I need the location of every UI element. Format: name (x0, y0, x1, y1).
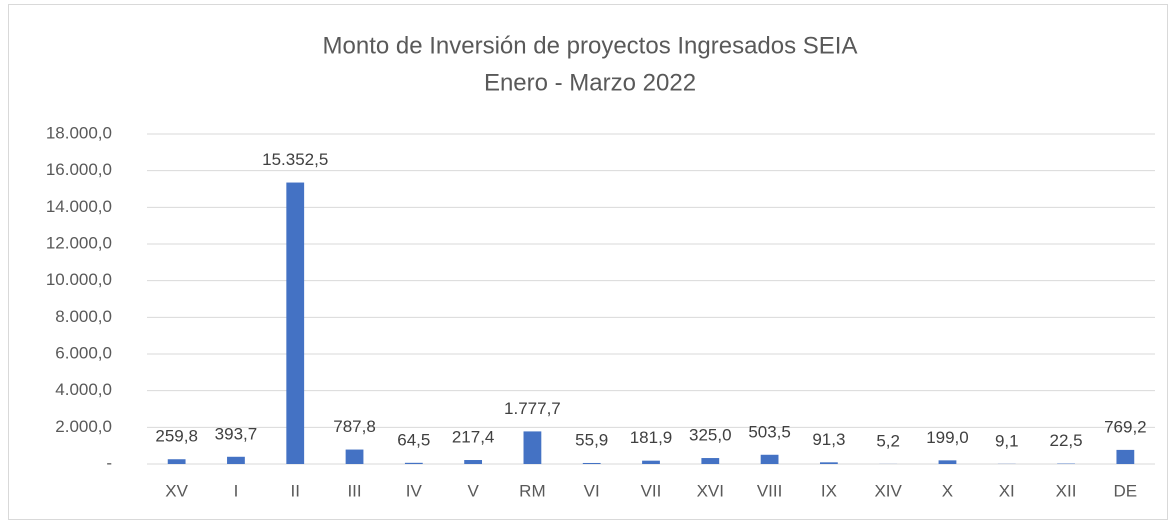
x-tick-label: IX (821, 481, 837, 500)
bar (819, 462, 838, 464)
value-label: 787,8 (333, 417, 376, 436)
bar (167, 459, 186, 464)
bar (404, 462, 423, 464)
bar (1116, 449, 1135, 464)
value-label: 393,7 (215, 424, 258, 443)
bar (760, 454, 779, 464)
chart-title: Monto de Inversión de proyectos Ingresad… (323, 32, 858, 59)
x-tick-label: IV (406, 481, 423, 500)
y-tick-label: 16.000,0 (46, 160, 112, 179)
x-tick-label: XIV (874, 481, 902, 500)
x-tick-label: RM (519, 481, 545, 500)
x-tick-label: I (234, 481, 239, 500)
chart-subtitle: Enero - Marzo 2022 (484, 69, 696, 96)
x-tick-label: VIII (757, 481, 783, 500)
bar (642, 460, 660, 464)
y-tick-label: 4.000,0 (55, 380, 112, 399)
value-label: 199,0 (926, 428, 969, 447)
value-label: 15.352,5 (262, 150, 328, 169)
y-tick-label: - (106, 453, 112, 472)
value-label: 9,1 (995, 431, 1019, 450)
value-label: 259,8 (155, 427, 198, 446)
x-tick-label: V (467, 481, 479, 500)
x-tick-label: DE (1114, 481, 1138, 500)
x-tick-label: XVI (697, 481, 724, 500)
value-label: 503,5 (748, 422, 791, 441)
value-label: 769,2 (1104, 417, 1147, 436)
bar (523, 431, 542, 464)
y-tick-label: 6.000,0 (55, 343, 112, 362)
bar (227, 456, 245, 464)
value-label: 22,5 (1050, 431, 1083, 450)
bar (464, 460, 483, 464)
value-label: 181,9 (630, 428, 673, 447)
bar (582, 462, 601, 464)
y-tick-label: 8.000,0 (55, 307, 112, 326)
value-label: 55,9 (575, 430, 608, 449)
value-label: 64,5 (397, 430, 430, 449)
y-tick-label: 10.000,0 (46, 270, 112, 289)
bar (701, 458, 720, 464)
value-label: 91,3 (812, 430, 845, 449)
y-tick-label: 18.000,0 (46, 123, 112, 142)
chart-border (8, 4, 1168, 520)
x-tick-label: III (347, 481, 361, 500)
x-tick-label: XI (999, 481, 1015, 500)
value-label: 5,2 (876, 431, 900, 450)
value-label: 1.777,7 (504, 399, 561, 418)
x-tick-label: II (291, 481, 300, 500)
y-tick-label: 14.000,0 (46, 197, 112, 216)
x-tick-label: VI (584, 481, 600, 500)
y-tick-label: 2.000,0 (55, 417, 112, 436)
x-tick-label: VII (641, 481, 662, 500)
y-tick-label: 12.000,0 (46, 233, 112, 252)
bar (345, 449, 364, 464)
x-tick-label: XII (1056, 481, 1077, 500)
x-tick-label: X (942, 481, 953, 500)
bar (938, 460, 957, 464)
x-tick-label: XV (165, 481, 188, 500)
bar (286, 182, 305, 464)
value-label: 217,4 (452, 427, 495, 446)
value-label: 325,0 (689, 426, 732, 445)
